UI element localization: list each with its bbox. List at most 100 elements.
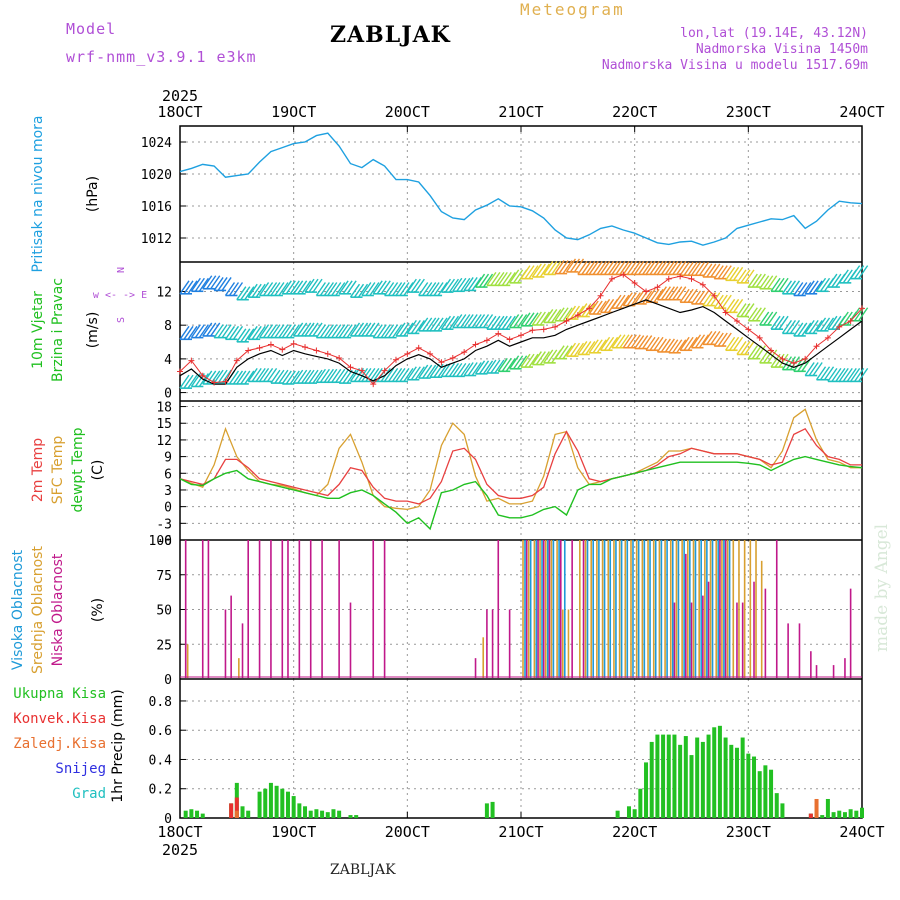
wind-gust-marker	[836, 323, 843, 330]
wind-barb	[346, 324, 357, 339]
pressure-unit-label: (hPa)	[85, 176, 101, 212]
y-tick-label: 0.2	[149, 783, 172, 798]
wind-barb	[653, 261, 664, 275]
wind-barb	[232, 325, 244, 340]
wind-barb	[278, 369, 289, 384]
wind-barb	[327, 368, 338, 383]
wind-gust-marker	[824, 334, 831, 341]
x-year-top: 2025	[162, 87, 198, 105]
wind-barb	[565, 342, 577, 357]
precip-bar	[848, 809, 853, 818]
y-tick-label: 0	[164, 812, 172, 827]
wind-gust-marker	[529, 327, 536, 334]
precip-bar	[484, 803, 489, 818]
wind-barb	[418, 317, 429, 332]
wind-gust-marker	[802, 355, 809, 362]
wind-compass-legend: w <- -> E	[93, 290, 147, 301]
wind-barb	[501, 271, 512, 286]
wind-barb	[293, 280, 304, 295]
y-tick-label: 8	[164, 319, 172, 334]
wind-barb	[460, 314, 471, 328]
y-tick-label: 0	[164, 673, 172, 688]
wind-barb	[289, 280, 300, 295]
wind-barb	[638, 335, 649, 349]
mid-cloud-axis-label: Srednja Oblacnost	[30, 546, 46, 674]
wind-barb	[573, 305, 585, 320]
precip-bar	[695, 737, 700, 818]
wind-barb	[224, 325, 236, 340]
wind-barb	[228, 325, 240, 340]
y-tick-label: 0	[164, 387, 172, 402]
precip-bar	[746, 753, 751, 818]
wind-barb	[414, 319, 425, 334]
precip-bar	[314, 809, 319, 818]
wind-barb	[592, 261, 603, 275]
wind-barb	[327, 324, 338, 339]
wind-barb	[676, 261, 687, 275]
wind-barb	[531, 263, 542, 278]
wind-barb	[251, 368, 262, 382]
wind-barb	[581, 261, 592, 275]
wind-barb	[702, 330, 713, 345]
wind-barb	[258, 368, 270, 382]
wind-gust-marker	[302, 344, 309, 351]
precip-bar	[195, 810, 200, 818]
wind-barb	[577, 261, 588, 275]
wind-barb	[679, 288, 690, 303]
wind-barb	[217, 369, 228, 384]
wind-barb	[429, 317, 440, 332]
wind-barb	[244, 286, 255, 301]
x-tick-label-bottom: 22OCT	[612, 823, 657, 841]
precip-bar	[808, 813, 813, 818]
wind-barb	[747, 307, 758, 322]
y-tick-label: 1020	[141, 168, 172, 183]
wind-barb	[369, 282, 380, 296]
wind-barb	[603, 261, 615, 275]
wind-barb	[323, 282, 334, 296]
y-tick-label: 0.4	[149, 753, 173, 768]
wind-barb	[649, 336, 660, 351]
precip-bar	[240, 806, 245, 818]
wind-barb	[308, 322, 319, 337]
wind-barb	[240, 328, 251, 343]
wind-barb	[505, 271, 516, 286]
wind-barb	[456, 362, 467, 377]
wind-barb	[513, 314, 524, 328]
wind-barb	[698, 261, 710, 276]
wind-barb	[372, 324, 383, 339]
wind-barb	[395, 322, 406, 337]
wind-barb	[399, 368, 410, 382]
wind-barb	[767, 275, 778, 290]
wind-barb	[183, 325, 194, 340]
wind-barb	[585, 341, 596, 355]
wind-barb	[524, 353, 535, 368]
wind-speed-line	[179, 299, 863, 385]
wind-barb	[603, 336, 615, 351]
wind-barb	[285, 324, 296, 339]
wind-gust-marker	[688, 275, 695, 282]
meteogram-label: Meteogram	[520, 0, 625, 19]
wind-barb	[247, 368, 258, 382]
wind-barb	[357, 322, 369, 337]
wind-gust-marker	[699, 281, 706, 288]
wind-barb	[672, 286, 683, 301]
wind-barb	[266, 324, 278, 339]
wind-barb	[562, 307, 573, 322]
wind-barb	[232, 282, 244, 296]
wind-barb	[513, 355, 524, 370]
wind-barb	[384, 282, 395, 296]
wind-barb	[213, 277, 224, 291]
wind-unit-label: (m/s)	[85, 312, 101, 349]
wind-barb	[838, 269, 849, 284]
wind-gust-marker	[449, 355, 456, 362]
wind-barb	[581, 341, 592, 355]
wind-barb	[331, 324, 342, 339]
wind-barb	[509, 314, 520, 328]
wind-barb	[569, 342, 581, 357]
wind-gust-marker	[188, 357, 195, 364]
y-tick-label: 1024	[141, 136, 172, 151]
precip-bar	[280, 788, 285, 818]
wind-barb	[308, 278, 319, 293]
wind-barb	[676, 286, 687, 301]
